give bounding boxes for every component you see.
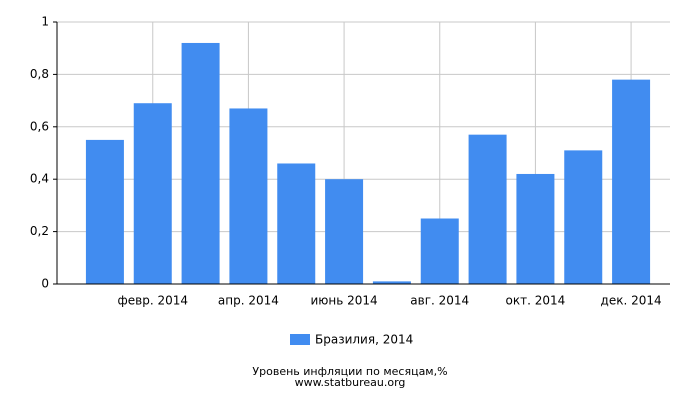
bar <box>516 173 555 284</box>
x-tick-label: февр. 2014 <box>118 294 189 308</box>
x-tick-label: авг. 2014 <box>410 294 469 308</box>
bar <box>468 134 507 284</box>
bar <box>133 103 172 284</box>
y-tick-label: 0,6 <box>30 119 49 133</box>
legend-swatch <box>290 334 310 345</box>
bar <box>612 79 651 284</box>
y-tick-label: 0,4 <box>30 172 49 186</box>
y-tick-label: 0,2 <box>30 224 49 238</box>
bar <box>420 218 459 284</box>
bar <box>181 42 220 285</box>
x-tick-label: окт. 2014 <box>506 294 566 308</box>
y-tick-label: 0,8 <box>30 67 49 81</box>
x-tick-label: июнь 2014 <box>310 294 377 308</box>
chart-title: Уровень инфляции по месяцам,% <box>252 365 447 378</box>
bar <box>229 108 268 285</box>
legend-label: Бразилия, 2014 <box>315 333 413 347</box>
chart-subtitle: www.statbureau.org <box>295 376 406 389</box>
x-tick-label: дек. 2014 <box>601 294 662 308</box>
y-tick-label: 0 <box>41 277 49 291</box>
bar <box>325 179 364 284</box>
y-tick-label: 1 <box>41 15 49 29</box>
bar <box>277 163 316 284</box>
bar <box>564 150 603 284</box>
bar <box>372 281 411 284</box>
x-tick-label: апр. 2014 <box>218 294 279 308</box>
bar <box>85 139 124 284</box>
